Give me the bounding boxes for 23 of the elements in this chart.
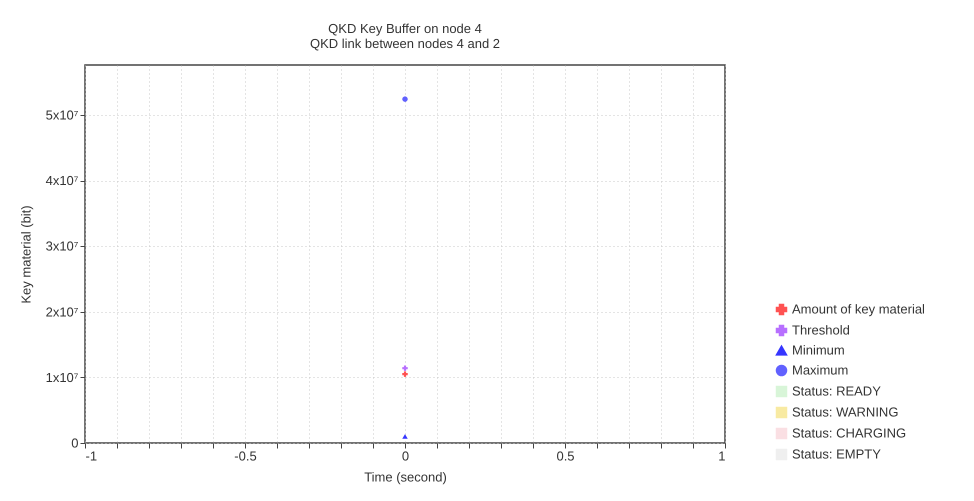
legend-label: Status: WARNING [792, 404, 898, 420]
legend-label: Status: EMPTY [792, 446, 882, 462]
legend-label: Minimum [792, 342, 845, 358]
legend-label: Status: READY [792, 384, 882, 398]
legend-label: Maximum [792, 362, 848, 378]
legend-label: Status: CHARGING [792, 426, 906, 440]
x-tick-label: 1 [718, 448, 726, 464]
x-axis-title: Time (second) [364, 470, 447, 484]
x-tick-label: -0.5 [234, 448, 257, 464]
y-tick-label: 1x10⁷ [46, 370, 79, 385]
y-axis-title: Key material (bit) [18, 205, 34, 304]
y-tick-label: 0 [71, 436, 78, 450]
y-tick-label: 4x10⁷ [46, 173, 79, 188]
y-tick-label: 2x10⁷ [46, 304, 79, 320]
legend-label: Threshold [792, 322, 850, 338]
x-tick-label: -1 [86, 448, 98, 464]
y-tick-label: 5x10⁷ [46, 107, 79, 122]
chart-subtitle: QKD link between nodes 4 and 2 [310, 36, 500, 51]
x-tick-label: 0 [402, 448, 410, 464]
legend-label: Amount of key material [792, 302, 926, 316]
chart-title: QKD Key Buffer on node 4 [328, 21, 482, 36]
x-tick-label: 0.5 [556, 448, 575, 464]
y-tick-label: 3x10⁷ [46, 238, 79, 254]
